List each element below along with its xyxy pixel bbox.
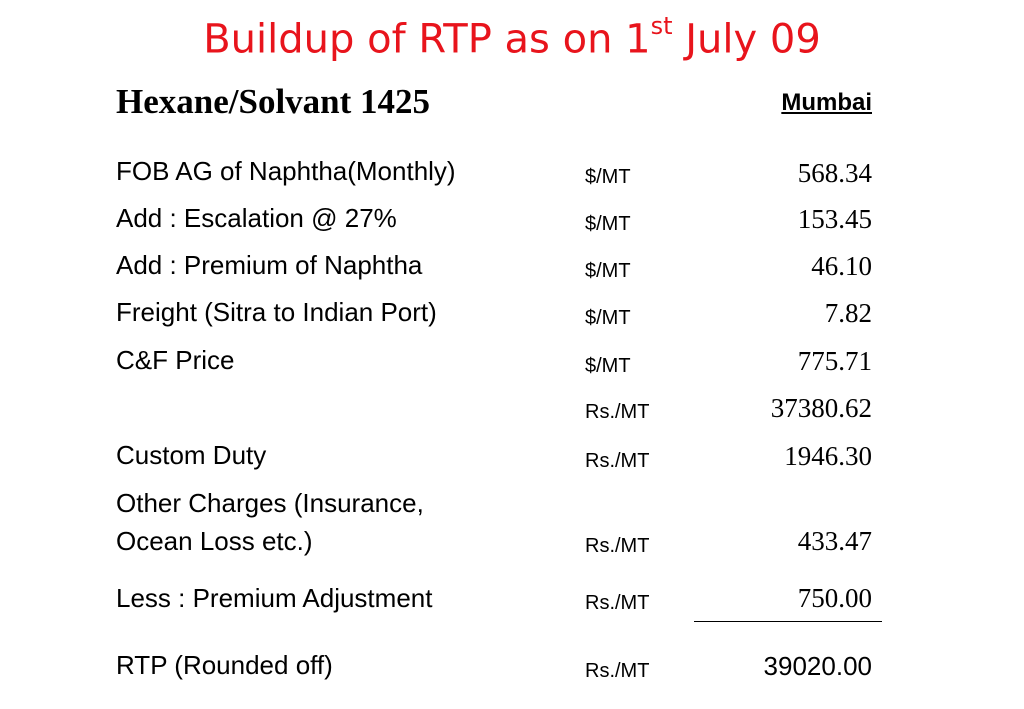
- title-tail: July 09: [672, 16, 821, 63]
- row-value-freight: 7.82: [824, 298, 872, 328]
- product-heading: Hexane/Solvant 1425: [116, 82, 431, 121]
- row-label-escalation: Add : Escalation @ 27%: [116, 203, 397, 233]
- total-value: 39020.00: [763, 651, 872, 681]
- row-label-fob: FOB AG of Naphtha(Monthly): [116, 156, 456, 186]
- row-label-other-charges-line1: Other Charges (Insurance,: [116, 488, 424, 518]
- total-label: RTP (Rounded off): [116, 650, 333, 680]
- row-value-cf-price: 775.71: [797, 346, 872, 376]
- row-unit-fob: $/MT: [585, 166, 631, 188]
- title-superscript: st: [650, 12, 673, 40]
- row-label-custom-duty: Custom Duty: [116, 440, 267, 470]
- row-unit-cf-price-rs: Rs./MT: [585, 401, 650, 423]
- column-header-location: Mumbai: [781, 89, 872, 116]
- row-label-freight: Freight (Sitra to Indian Port): [116, 297, 437, 327]
- row-value-premium: 46.10: [811, 251, 872, 281]
- row-value-escalation: 153.45: [797, 204, 872, 234]
- row-unit-premium: $/MT: [585, 260, 631, 282]
- title-text: Buildup of RTP as on 1: [203, 16, 651, 63]
- row-unit-premium-adjustment: Rs./MT: [585, 592, 650, 614]
- total-unit: Rs./MT: [585, 660, 650, 682]
- row-value-premium-adjustment: 750.00: [797, 583, 872, 613]
- page-title: Buildup of RTP as on 1st July 09: [0, 4, 1024, 65]
- row-label-cf-price: C&F Price: [116, 345, 235, 375]
- row-value-cf-price-rs: 37380.62: [770, 393, 872, 423]
- row-unit-other-charges: Rs./MT: [585, 535, 650, 557]
- row-value-custom-duty: 1946.30: [784, 441, 872, 471]
- subtotal-rule: [694, 621, 882, 622]
- row-label-premium-adjustment: Less : Premium Adjustment: [116, 583, 433, 613]
- row-label-premium: Add : Premium of Naphtha: [116, 250, 423, 280]
- row-label-other-charges-line2: Ocean Loss etc.): [116, 526, 313, 556]
- row-value-other-charges: 433.47: [797, 526, 872, 556]
- row-unit-custom-duty: Rs./MT: [585, 450, 650, 472]
- row-unit-escalation: $/MT: [585, 213, 631, 235]
- row-unit-cf-price: $/MT: [585, 355, 631, 377]
- row-unit-freight: $/MT: [585, 307, 631, 329]
- row-value-fob: 568.34: [797, 158, 872, 188]
